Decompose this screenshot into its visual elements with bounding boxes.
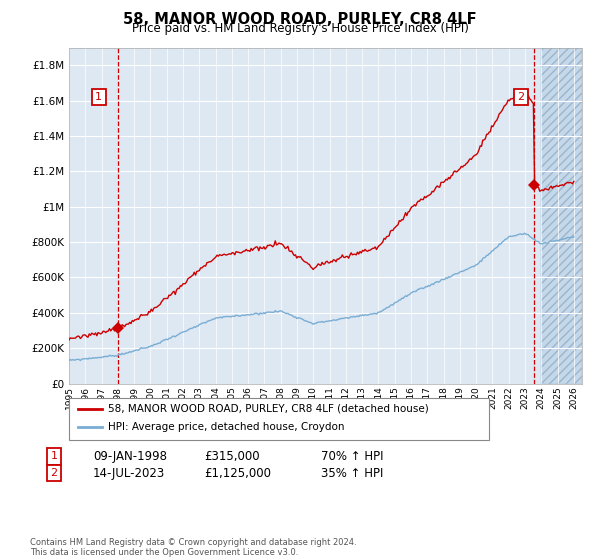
- Bar: [541, 48, 582, 384]
- Text: 58, MANOR WOOD ROAD, PURLEY, CR8 4LF: 58, MANOR WOOD ROAD, PURLEY, CR8 4LF: [123, 12, 477, 27]
- Text: 58, MANOR WOOD ROAD, PURLEY, CR8 4LF (detached house): 58, MANOR WOOD ROAD, PURLEY, CR8 4LF (de…: [108, 404, 429, 414]
- Text: 09-JAN-1998: 09-JAN-1998: [93, 450, 167, 463]
- Text: 2: 2: [517, 92, 524, 102]
- Text: 35% ↑ HPI: 35% ↑ HPI: [321, 466, 383, 480]
- Text: Price paid vs. HM Land Registry's House Price Index (HPI): Price paid vs. HM Land Registry's House …: [131, 22, 469, 35]
- Text: Contains HM Land Registry data © Crown copyright and database right 2024.
This d: Contains HM Land Registry data © Crown c…: [30, 538, 356, 557]
- Text: HPI: Average price, detached house, Croydon: HPI: Average price, detached house, Croy…: [108, 422, 344, 432]
- Text: 1: 1: [95, 92, 103, 102]
- Text: 1: 1: [50, 451, 58, 461]
- Text: £315,000: £315,000: [204, 450, 260, 463]
- Text: 2: 2: [50, 468, 58, 478]
- Text: 70% ↑ HPI: 70% ↑ HPI: [321, 450, 383, 463]
- Text: 14-JUL-2023: 14-JUL-2023: [93, 466, 165, 480]
- Text: £1,125,000: £1,125,000: [204, 466, 271, 480]
